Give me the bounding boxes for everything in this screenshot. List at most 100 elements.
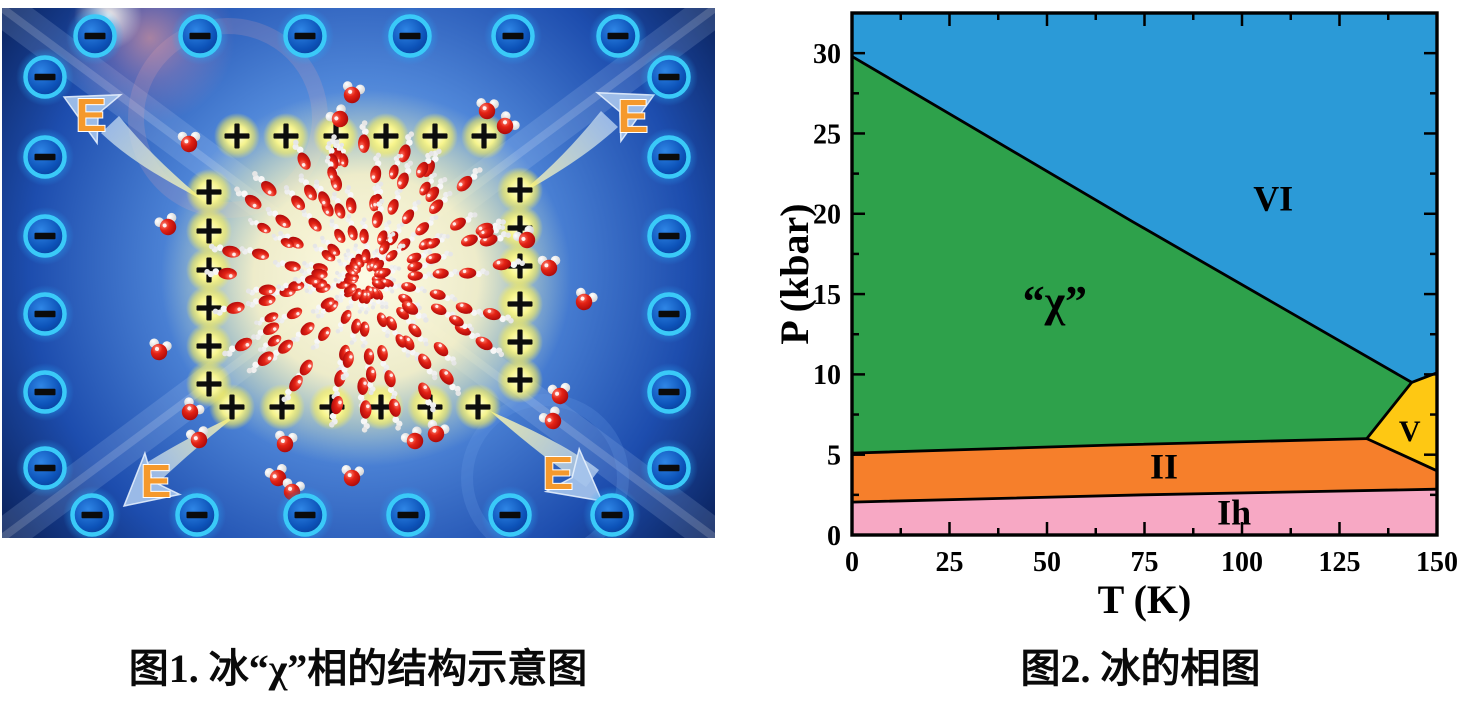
negative-ion	[168, 486, 226, 538]
water-molecule-icon	[275, 430, 298, 453]
negative-ion	[171, 8, 229, 65]
field-label: E	[543, 447, 574, 499]
negative-ion	[640, 439, 698, 497]
water-molecule-icon	[154, 212, 177, 236]
y-tick-label: 30	[813, 39, 841, 70]
figure-2-caption: 图2. 冰的相图	[1020, 646, 1261, 691]
positive-ion	[186, 361, 232, 407]
y-tick-label: 25	[813, 119, 841, 150]
phase-region-Ih	[852, 489, 1437, 535]
y-axis-label: P (kbar)	[772, 203, 817, 344]
negative-ion	[583, 486, 641, 538]
ice-chi-structure-illustration: E E E E	[2, 8, 715, 538]
positive-ion	[497, 167, 543, 213]
water-molecule-icon	[341, 465, 365, 487]
water-molecule-icon	[342, 81, 366, 104]
water-molecule-icon	[325, 104, 349, 128]
phase-boundary	[850, 487, 1439, 504]
negative-ion	[63, 486, 121, 538]
water-molecule-icon	[264, 464, 287, 487]
x-tick-label: 0	[845, 547, 859, 578]
region-label-Ih: Ih	[1217, 492, 1251, 532]
field-arrow-head	[543, 446, 604, 502]
negative-ion	[484, 8, 542, 65]
field-arrow-head	[62, 93, 123, 146]
negative-ion	[640, 363, 698, 421]
region-label-V: V	[1399, 415, 1421, 448]
y-tick-label: 15	[813, 280, 841, 311]
y-tick-label: 5	[827, 440, 841, 471]
negative-ion	[16, 48, 74, 106]
water-molecule-icon	[547, 382, 571, 405]
ice-phase-diagram-chart: 0 25 50 75 100 125 150 0 5 10 15 20 25 30 T (K) P (kbar…	[772, 11, 1458, 622]
negative-ion	[640, 207, 698, 265]
negative-ion	[16, 439, 74, 497]
water-molecule-icon	[496, 111, 520, 135]
negative-ion	[379, 486, 437, 538]
positive-ion	[214, 113, 260, 159]
field-label: E	[141, 455, 172, 507]
x-tick-label: 75	[1131, 547, 1159, 578]
water-molecule-icon	[476, 98, 499, 120]
negative-ion	[276, 486, 334, 538]
positive-ion	[497, 319, 543, 365]
field-arrow-band	[490, 411, 599, 487]
field-arrow-band	[101, 116, 206, 202]
water-molecule-icon	[185, 426, 209, 449]
figure-1-caption: 图1. 冰“χ”相的结构示意图	[128, 646, 588, 691]
phase-boundary	[1365, 437, 1439, 473]
x-tick-label: 150	[1416, 547, 1458, 578]
water-molecule-icon	[537, 255, 561, 277]
x-tick-label: 50	[1033, 547, 1061, 578]
region-label-II: II	[1150, 447, 1178, 487]
field-arrow-band	[514, 111, 618, 198]
lens-flare-ring	[461, 394, 629, 538]
x-tick-label: 25	[936, 547, 964, 578]
y-tick-label: 0	[827, 521, 841, 552]
positive-ion	[186, 323, 232, 369]
negative-ion	[640, 285, 698, 343]
water-molecule-icon	[427, 419, 450, 443]
water-molecule-icon	[149, 338, 172, 361]
negative-ion	[640, 128, 698, 186]
phase-region-VI	[852, 13, 1437, 383]
negative-ion	[16, 207, 74, 265]
region-label-VI: VI	[1253, 178, 1293, 218]
field-label: E	[618, 90, 649, 142]
phase-region-chi	[852, 56, 1412, 454]
positive-ion	[186, 169, 232, 215]
field-arrow-head	[595, 91, 656, 144]
water-molecule-icon	[177, 131, 201, 153]
positive-ion	[497, 357, 543, 403]
phase-boundary	[1365, 380, 1414, 441]
positive-ion	[412, 113, 458, 159]
negative-ion	[66, 8, 124, 65]
water-molecule-icon	[400, 426, 424, 450]
negative-ion	[16, 128, 74, 186]
water-molecule-icon	[181, 397, 205, 421]
region-label-chi: “χ”	[1023, 277, 1087, 326]
negative-ion	[16, 363, 74, 421]
negative-ion	[276, 8, 334, 65]
negative-ion	[381, 8, 439, 65]
x-tick-label: 125	[1319, 547, 1361, 578]
positive-ion	[186, 285, 232, 331]
phase-boundary	[850, 437, 1369, 455]
negative-ion	[640, 48, 698, 106]
negative-ion	[16, 285, 74, 343]
positive-ion	[259, 384, 305, 430]
water-molecule-icon	[538, 406, 562, 430]
positive-ion	[461, 113, 507, 159]
water-molecule-icon	[575, 287, 598, 311]
y-tick-label: 20	[813, 200, 841, 231]
positive-ion	[455, 384, 501, 430]
water-molecule-cluster	[204, 120, 526, 433]
negative-ion	[481, 486, 539, 538]
positive-ion	[186, 208, 232, 254]
field-arrow-band	[143, 414, 238, 483]
negative-ion	[589, 8, 647, 65]
x-axis-label: T (K)	[1098, 577, 1192, 622]
water-molecule-icon	[512, 225, 536, 249]
positive-ion	[363, 113, 409, 159]
